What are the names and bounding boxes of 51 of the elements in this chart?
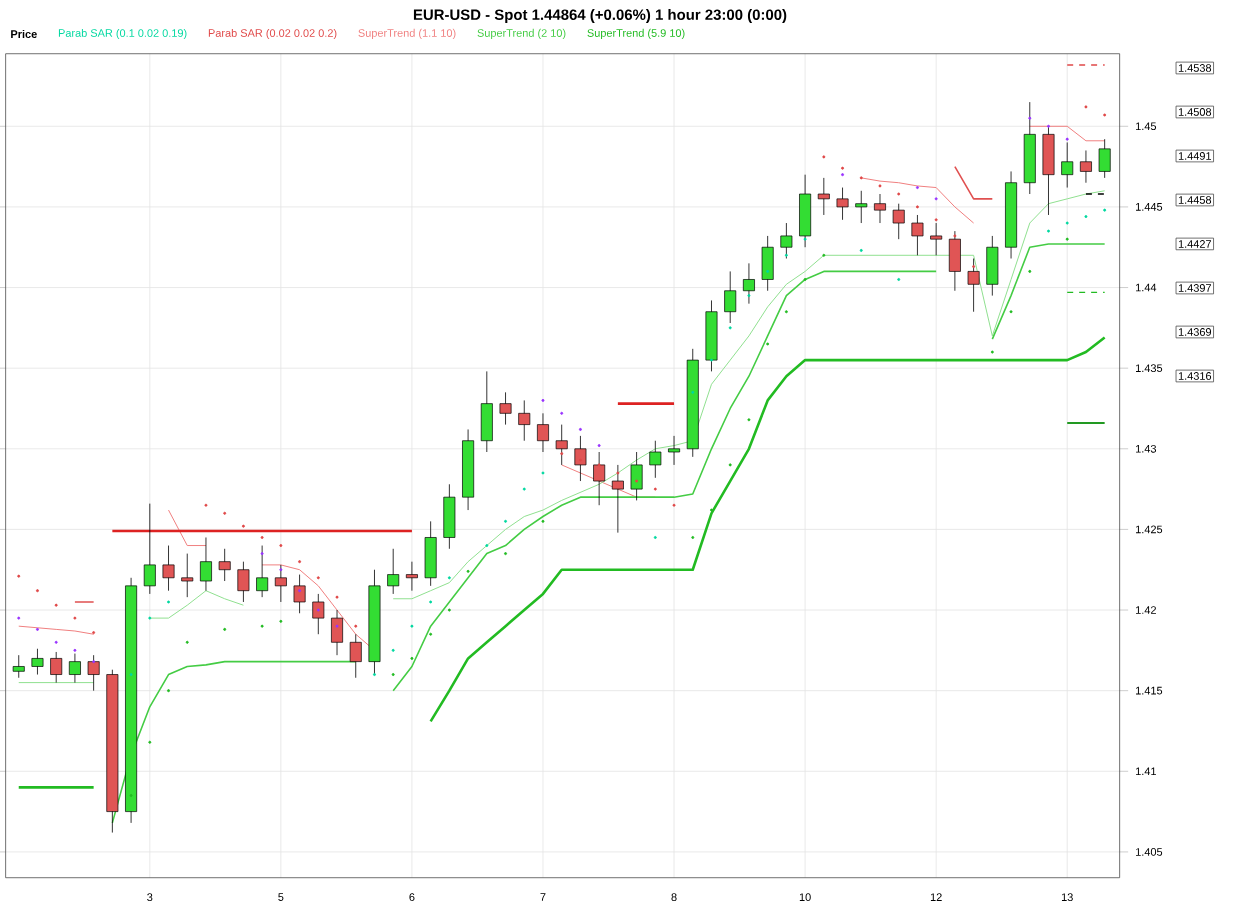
candlestick: [836, 187, 849, 221]
candlestick: [387, 548, 400, 595]
candlestick: [68, 653, 81, 683]
candlestick: [274, 564, 287, 603]
candlestick: [200, 537, 212, 592]
candlestick: [12, 654, 25, 679]
candlestick: [911, 214, 924, 256]
candlestick: [537, 412, 549, 453]
candlestick: [649, 440, 662, 479]
candlestick: [930, 222, 943, 256]
candlestick: [611, 464, 624, 534]
candlestick: [855, 190, 868, 224]
candlestick: [1079, 150, 1092, 184]
candlestick: [892, 203, 905, 240]
candlestick: [312, 593, 325, 635]
candlestick: [480, 370, 493, 453]
candlestick: [87, 654, 100, 692]
candlestick: [593, 451, 606, 506]
candlestick: [761, 235, 774, 292]
candlestick: [181, 553, 194, 598]
candlestick: [574, 435, 587, 482]
candlestick: [237, 561, 250, 603]
candlestick: [162, 545, 175, 592]
candlestick: [331, 609, 343, 656]
candlestick: [293, 574, 306, 614]
candlestick: [874, 193, 886, 224]
candlestick: [50, 651, 63, 683]
candlestick: [948, 230, 961, 292]
candlestick: [31, 648, 44, 675]
candlestick: [443, 483, 456, 550]
candlestick: [724, 271, 737, 324]
candlestick: [1098, 138, 1111, 179]
candlestick: [630, 451, 643, 501]
candlestick: [668, 435, 681, 466]
candlestick: [817, 177, 830, 216]
candlestick: [555, 424, 568, 466]
candlestick: [218, 548, 231, 582]
candlestick: [499, 391, 512, 425]
candlestick: [986, 235, 999, 296]
candlestick: [742, 262, 755, 305]
candlestick: [518, 400, 531, 442]
candlestick: [780, 222, 793, 259]
candlestick: [405, 561, 418, 592]
candlestick: [799, 174, 812, 248]
candlestick: [1061, 142, 1074, 188]
candlestick: [424, 520, 437, 587]
candlestick: [143, 503, 156, 595]
candlestick: [1042, 125, 1055, 216]
candlestick: [349, 633, 362, 679]
candlestick: [967, 258, 980, 313]
candlestick: [256, 545, 269, 598]
